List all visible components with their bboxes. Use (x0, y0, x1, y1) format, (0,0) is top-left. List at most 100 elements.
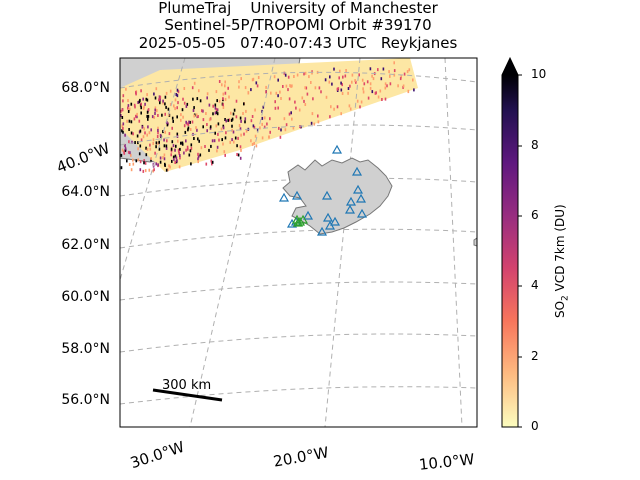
swath-pixel (216, 149, 218, 153)
swath-pixel (251, 142, 254, 146)
swath-pixel (218, 99, 221, 103)
swath-pixel (183, 87, 186, 90)
swath-pixel (167, 168, 169, 172)
swath-pixel (128, 140, 130, 144)
swath-pixel (355, 80, 357, 84)
swath-pixel (172, 119, 174, 123)
swath-pixel (130, 120, 133, 124)
swath-pixel (176, 106, 178, 110)
reykjanes-markers (291, 214, 309, 227)
swath-pixel (237, 136, 239, 140)
swath-pixel (120, 153, 123, 157)
swath-pixel (225, 119, 227, 123)
swath-pixel (393, 73, 396, 77)
swath-pixel (198, 89, 200, 93)
swath-pixel (127, 110, 130, 113)
swath-pixel (273, 75, 276, 79)
swath-pixel (176, 132, 179, 136)
swath-pixel (328, 80, 331, 84)
swath-pixel (146, 114, 148, 118)
swath-pixel (197, 152, 199, 156)
map-frame (119, 57, 478, 428)
swath-pixel (388, 70, 390, 74)
swath-pixel (263, 116, 266, 120)
swath-pixel (231, 117, 234, 121)
swath-pixel (153, 168, 155, 172)
swath-pixel (166, 123, 169, 127)
swath-pixel (178, 150, 180, 154)
swath-pixel (148, 131, 151, 135)
swath-pixel (282, 85, 284, 88)
triangle-icon (351, 166, 363, 176)
swath-pixel (178, 151, 180, 155)
swath-pixel (288, 97, 291, 101)
swath-pixel (192, 97, 194, 101)
swath-pixel (121, 108, 124, 112)
swath-pixel (371, 74, 373, 78)
colorbar-tick-4: 4 (531, 278, 539, 292)
swath-pixel (174, 154, 177, 158)
swath-pixel (180, 113, 182, 117)
swath-pixel (333, 67, 335, 71)
swath-pixel (261, 136, 264, 140)
swath-pixel (185, 148, 187, 152)
swath-pixel (176, 88, 179, 92)
swath-pixel (139, 129, 142, 133)
swath-pixel (208, 148, 210, 152)
swath-pixel (301, 96, 304, 100)
swath-pixel (295, 106, 297, 110)
swath-pixel (125, 87, 127, 91)
swath-pixel (349, 84, 351, 88)
swath-pixel (230, 111, 232, 115)
swath-pixel (215, 124, 218, 128)
swath-pixel (142, 106, 145, 110)
swath-pixel (222, 124, 225, 128)
swath-pixel (186, 102, 189, 106)
swath-pixel (121, 116, 124, 119)
swath-pixel (140, 106, 142, 110)
swath-pixel (162, 130, 164, 134)
swath-pixel (221, 138, 223, 142)
swath-pixel (347, 91, 349, 95)
swath-pixel (314, 86, 317, 90)
swath-pixel (176, 159, 178, 163)
swath-pixel (142, 135, 145, 139)
swath-pixel (161, 113, 163, 117)
swath-pixel (134, 105, 136, 109)
swath-pixel (210, 159, 213, 163)
swath-pixel (232, 130, 235, 134)
swath-pixel (230, 118, 233, 122)
triangle-icon (331, 144, 343, 154)
swath-pixel (158, 98, 160, 102)
swath-pixel (197, 160, 199, 164)
swath-pixel (324, 78, 327, 82)
swath-pixel (131, 140, 133, 144)
swath-pixel (216, 145, 219, 149)
swath-pixel (256, 128, 259, 132)
swath-pixel (379, 89, 382, 93)
swath-pixel (146, 147, 149, 151)
swath-pixel (171, 126, 173, 130)
swath-pixel (217, 122, 220, 126)
swath-pixel (389, 74, 391, 78)
swath-pixel (243, 132, 245, 136)
swath-pixel (178, 165, 181, 169)
colorbar-tick-8: 8 (531, 138, 539, 152)
swath-pixel (240, 77, 242, 81)
swath-pixel (190, 146, 193, 150)
swath-pixel (200, 146, 203, 150)
swath-pixel (290, 111, 292, 115)
swath-pixel (400, 75, 402, 79)
swath-pixel (222, 97, 224, 101)
swath-pixel (154, 151, 156, 155)
swath-pixel (274, 106, 277, 110)
swath-pixel (137, 147, 139, 151)
swath-pixel (284, 73, 287, 77)
swath-pixel (215, 111, 218, 115)
swath-pixel (152, 169, 154, 173)
swath-pixel (154, 112, 156, 115)
swath-pixel (231, 138, 233, 142)
swath-pixel (341, 83, 343, 87)
swath-pixel (197, 115, 199, 118)
swath-pixel (380, 77, 383, 81)
